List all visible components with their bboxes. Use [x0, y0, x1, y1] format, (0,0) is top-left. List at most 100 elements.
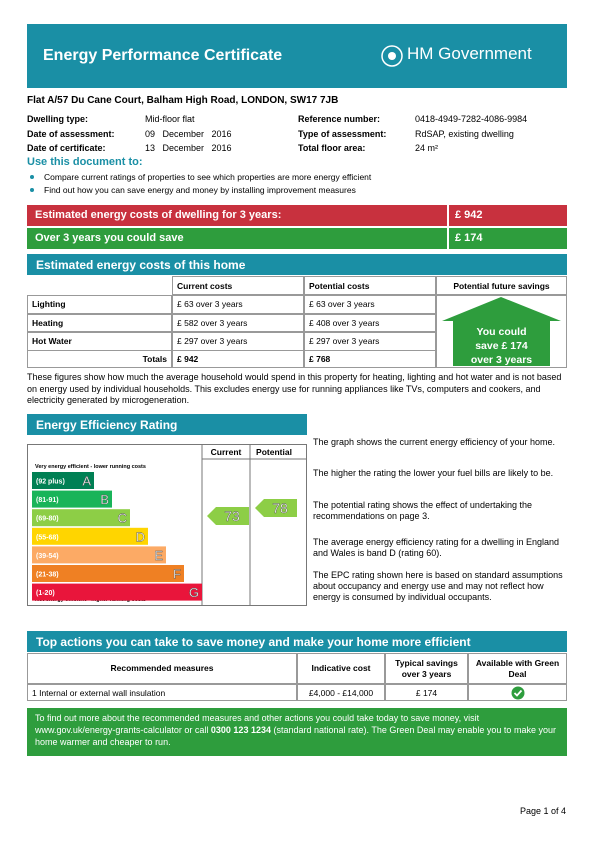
costs-heading: Estimated energy costs of this home — [27, 254, 567, 275]
rating-value: 73 — [224, 508, 240, 524]
total-cell: £ 768 — [304, 350, 436, 368]
column-header: Recommended measures — [27, 653, 297, 684]
top-note: Very energy efficient - lower running co… — [35, 464, 146, 470]
band-letter: A — [82, 474, 91, 489]
summary-value: £ 942 — [449, 205, 567, 226]
rating-paragraph: The average energy efficiency rating for… — [313, 537, 559, 558]
rating-value: 78 — [272, 500, 288, 516]
savings-cell — [436, 295, 567, 368]
savings-arrow — [442, 297, 561, 366]
band — [32, 565, 184, 582]
summary-label: Estimated energy costs of dwelling for 3… — [27, 205, 447, 226]
action-cell: £4,000 - £14,000 — [297, 684, 385, 701]
rating-heading: Energy Efficiency Rating — [27, 414, 307, 435]
rating-arrow — [255, 499, 297, 517]
detail-value: 24 m² — [415, 143, 439, 153]
cost-cell: £ 408 over 3 years — [304, 313, 436, 332]
column-header: Potential future savings — [436, 276, 567, 295]
chart-frame — [27, 444, 307, 606]
band-letter: B — [100, 492, 109, 507]
detail-label: Reference number: — [298, 114, 381, 124]
band-letter: F — [173, 567, 181, 582]
band-range: (69-80) — [36, 516, 59, 523]
savings-text: You could — [476, 326, 527, 338]
summary-value: £ 174 — [449, 228, 567, 249]
use-heading: Use this document to: — [27, 156, 143, 168]
detail-label: Type of assessment: — [298, 128, 387, 139]
tick-icon — [511, 686, 524, 699]
phone: 0300 123 1234 — [210, 725, 271, 735]
column-header: Current costs — [172, 276, 304, 295]
column-header: Current — [211, 447, 242, 457]
green-deal-cell — [468, 684, 567, 701]
summary-label: Over 3 years you could save — [27, 228, 447, 249]
total-cell: £ 942 — [172, 350, 304, 368]
row-label: Hot Water — [27, 332, 172, 351]
band-letter: C — [118, 511, 127, 526]
footer-text: (standard national rate). The Green Deal… — [35, 725, 556, 747]
band-range: (92 plus) — [36, 479, 65, 486]
column-header: Potential — [256, 447, 292, 457]
detail-value: 13 December 2016 — [145, 143, 232, 153]
detail-value: Mid-floor flat — [145, 114, 195, 124]
action-cell: £ 174 — [385, 684, 468, 701]
action-cell: 1 Internal or external wall insulation — [27, 684, 297, 701]
footer-text: To find out more about the recommended m… — [35, 713, 480, 735]
band — [32, 546, 166, 564]
detail-label: Date of certificate: — [27, 143, 106, 153]
bullet-dot — [30, 188, 34, 192]
detail-label: Dwelling type: — [27, 114, 89, 124]
rating-arrow — [207, 507, 249, 525]
column-header: Available with Green Deal — [468, 653, 567, 684]
rating-paragraph: The EPC rating shown here is based on st… — [313, 570, 563, 602]
row-label: Heating — [27, 313, 172, 332]
detail-value: RdSAP, existing dwelling — [415, 128, 514, 139]
savings-text: over 3 years — [470, 354, 533, 366]
logo: HM Government — [407, 44, 532, 63]
band-range: (39-54) — [36, 553, 59, 560]
bullet: Compare current ratings of properties to… — [44, 172, 372, 182]
cost-cell: £ 63 over 3 years — [172, 295, 304, 314]
band — [32, 527, 148, 545]
rating-chart: Current Potential Very energy efficient - … — [27, 444, 307, 606]
actions-heading: Top actions you can take to save money a… — [27, 631, 567, 652]
detail-label: Date of assessment: — [27, 128, 115, 139]
detail-value: 09 December 2016 — [145, 128, 232, 139]
title: Energy Performance Certificate — [43, 47, 283, 64]
band — [32, 472, 94, 489]
detail-value: 0418-4949-7282-4086-9984 — [415, 114, 528, 124]
bullet: Find out how you can save energy and mon… — [44, 185, 356, 195]
cost-cell: £ 297 over 3 years — [172, 332, 304, 351]
band-range: (21-38) — [36, 572, 59, 579]
detail-label: Total floor area: — [298, 143, 366, 153]
rating-paragraph: The graph shows the current energy effic… — [313, 437, 555, 447]
cost-cell: £ 297 over 3 years — [304, 332, 436, 351]
column-header: Indicative cost — [297, 653, 385, 684]
totals-label: Totals — [27, 350, 172, 368]
rating-paragraph: The potential rating shows the effect of… — [313, 500, 532, 521]
footer-note: To find out more about the recommended m… — [27, 708, 567, 756]
arrow-shape — [442, 297, 561, 366]
band-letter: E — [154, 548, 163, 563]
savings-text: save £ 174 — [475, 340, 528, 352]
band-letter: D — [136, 529, 145, 544]
cost-cell: £ 582 over 3 years — [172, 313, 304, 332]
band — [32, 490, 112, 508]
crest-icon — [381, 45, 403, 67]
bullet-dot — [30, 175, 34, 179]
band-range: (1-20) — [36, 590, 55, 597]
row-label: Lighting — [27, 295, 172, 314]
cost-cell: £ 63 over 3 years — [304, 295, 436, 314]
band-range: (55-68) — [36, 534, 59, 541]
page-number: Page 1 of 4 — [520, 806, 567, 816]
column-header: Potential costs — [304, 276, 436, 295]
costs-note: These figures show how much the average … — [27, 372, 562, 405]
address: Flat A/57 Du Cane Court, Balham High Roa… — [27, 95, 339, 106]
band-letter: G — [189, 585, 199, 600]
band — [32, 583, 202, 601]
band — [32, 509, 130, 527]
header-bar: Energy Performance Certificate HM Govern… — [27, 24, 567, 88]
column-header: Typical savings over 3 years — [385, 653, 468, 684]
